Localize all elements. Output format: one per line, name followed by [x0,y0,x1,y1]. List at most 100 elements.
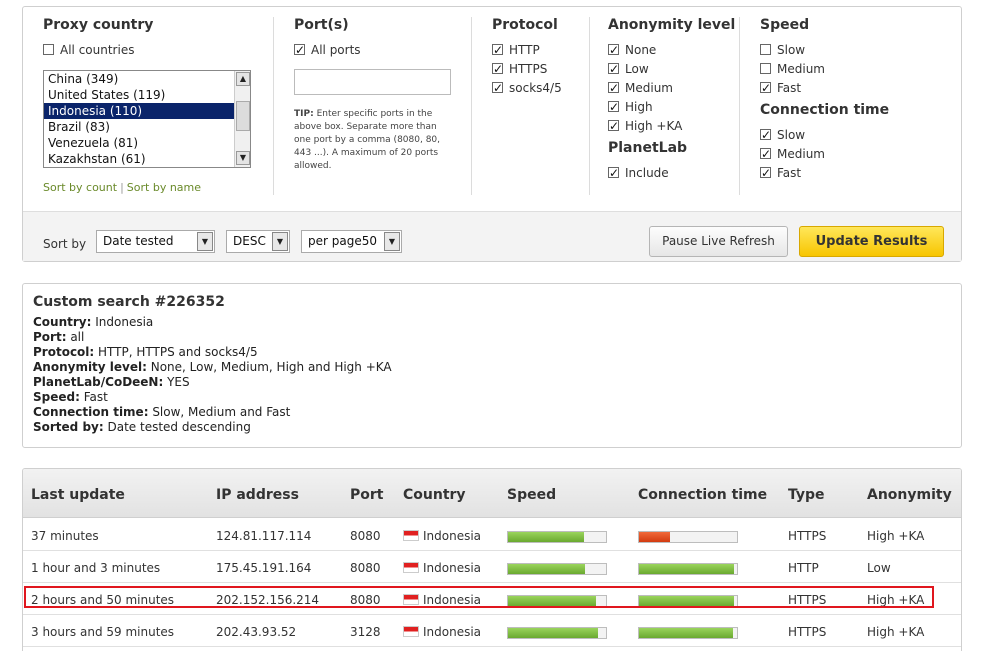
sort-order-select[interactable]: DESC ▼ [226,230,290,253]
checkbox-icon [608,60,619,79]
ports-title: Port(s) [294,17,349,33]
cell-port: 3128 [350,625,381,639]
anonymity-highka-checkbox[interactable]: High +KA [608,117,735,136]
cell-ip-address[interactable]: 175.45.191.164 [216,561,312,575]
protocol-http-checkbox[interactable]: HTTP [492,41,562,60]
country-option[interactable]: United States (119) [48,88,166,102]
sort-by-name-link[interactable]: Sort by name [126,181,202,194]
ports-input[interactable] [294,69,451,95]
cell-last-update: 3 hours and 59 minutes [31,625,175,639]
checkbox-icon [760,145,771,164]
checkbox-icon [760,63,771,74]
link-separator: | [120,181,124,194]
cell-type: HTTPS [788,625,827,639]
table-row[interactable]: 3 hours and 59 minutes 202.43.93.52 3128 In… [23,615,961,647]
anonymity-section: Anonymity level None Low Medium High Hig… [608,17,735,183]
scroll-up-icon[interactable]: ▲ [236,72,250,86]
per-page-select[interactable]: per page50 ▼ [301,230,402,253]
conn-fast-checkbox[interactable]: Fast [760,164,889,183]
header-type[interactable]: Type [788,487,825,503]
cell-ip-address[interactable]: 202.43.93.52 [216,625,297,639]
pause-live-refresh-button[interactable]: Pause Live Refresh [649,226,788,257]
all-countries-checkbox[interactable]: All countries [43,41,153,60]
column-divider [739,17,740,195]
sort-field-select[interactable]: Date tested ▼ [96,230,215,253]
proxy-country-title: Proxy country [43,17,154,33]
cell-anonymity: High +KA [867,593,925,607]
ports-tip: TIP: Enter specific ports in the above b… [294,109,441,171]
proxy-country-section: Proxy country All countries [43,17,153,60]
cell-type: HTTPS [788,593,827,607]
header-speed[interactable]: Speed [507,487,557,503]
conn-slow-checkbox[interactable]: Slow [760,126,889,145]
highlighted-row-outline [24,586,934,608]
header-connection-time[interactable]: Connection time [638,487,768,503]
indonesia-flag-icon [403,626,419,637]
speed-slow-checkbox[interactable]: Slow [760,41,889,60]
sort-links: Sort by count | Sort by name [43,181,201,194]
connection-time-bar [638,563,738,575]
speed-fast-checkbox[interactable]: Fast [760,79,889,98]
cell-type: HTTPS [788,529,827,543]
search-summary-panel: Custom search #226352 Country: Indonesia… [22,283,962,448]
checkbox-icon [760,79,771,98]
sort-by-count-link[interactable]: Sort by count [43,181,118,194]
header-country[interactable]: Country [403,487,466,503]
anonymity-none-checkbox[interactable]: None [608,41,735,60]
checkbox-icon [608,79,619,98]
header-port[interactable]: Port [350,487,384,503]
scroll-down-icon[interactable]: ▼ [236,151,250,165]
scrollbar-thumb[interactable] [236,101,250,131]
summary-planetlab: PlanetLab/CoDeeN: YES [33,375,190,389]
cell-anonymity: Low [867,561,891,575]
header-last-update[interactable]: Last update [31,487,125,503]
listbox-scrollbar[interactable]: ▲ ▼ [234,71,250,167]
summary-title: Custom search #226352 [33,294,225,310]
country-option[interactable]: Venezuela (81) [48,136,139,150]
country-option[interactable]: China (349) [48,72,119,86]
anonymity-high-checkbox[interactable]: High [608,98,735,117]
speed-medium-checkbox[interactable]: Medium [760,60,889,79]
cell-last-update: 37 minutes [31,529,99,543]
cell-country: Indonesia [403,529,481,543]
conn-medium-checkbox[interactable]: Medium [760,145,889,164]
sort-bar: Sort by Date tested ▼ DESC ▼ per page50 ▼ P… [23,211,961,261]
anonymity-low-checkbox[interactable]: Low [608,60,735,79]
planetlab-include-checkbox[interactable]: Include [608,164,735,183]
speed-bar [507,627,607,639]
checkbox-icon [492,79,503,98]
connection-bar-fill [639,564,735,574]
speed-bar-fill [508,596,597,606]
cell-port: 8080 [350,593,381,607]
column-divider [471,17,472,195]
chevron-down-icon: ▼ [384,232,400,251]
indonesia-flag-icon [403,562,419,573]
connection-bar-fill [639,596,735,606]
protocol-https-checkbox[interactable]: HTTPS [492,60,562,79]
table-row[interactable]: 1 hour and 3 minutes 175.45.191.164 8080 In… [23,551,961,583]
protocol-socks-checkbox[interactable]: socks4/5 [492,79,562,98]
cell-ip-address[interactable]: 124.81.117.114 [216,529,312,543]
country-option[interactable]: Kazakhstan (61) [48,152,146,166]
protocol-section: Protocol HTTP HTTPS socks4/5 [492,17,562,98]
column-divider [273,17,274,195]
cell-ip-address[interactable]: 202.152.156.214 [216,593,320,607]
cell-country: Indonesia [403,593,481,607]
chevron-down-icon: ▼ [197,232,213,251]
checkbox-icon [294,41,305,60]
header-ip-address[interactable]: IP address [216,487,299,503]
summary-port: Port: all [33,330,85,344]
checkbox-icon [492,60,503,79]
sort-by-label: Sort by [43,237,87,251]
country-option[interactable]: Brazil (83) [48,120,110,134]
table-row[interactable]: 37 minutes 124.81.117.114 8080 Indonesia HTT… [23,519,961,551]
update-results-button[interactable]: Update Results [799,226,944,257]
country-listbox[interactable]: China (349) United States (119) Indonesi… [43,70,251,168]
country-option-selected[interactable]: Indonesia (110) [44,103,234,119]
summary-country: Country: Indonesia [33,315,154,329]
anonymity-medium-checkbox[interactable]: Medium [608,79,735,98]
all-ports-checkbox[interactable]: All ports [294,41,361,60]
cell-country: Indonesia [403,561,481,575]
header-anonymity[interactable]: Anonymity [867,487,952,503]
table-header: Last update IP address Port Country Spee… [23,469,961,518]
